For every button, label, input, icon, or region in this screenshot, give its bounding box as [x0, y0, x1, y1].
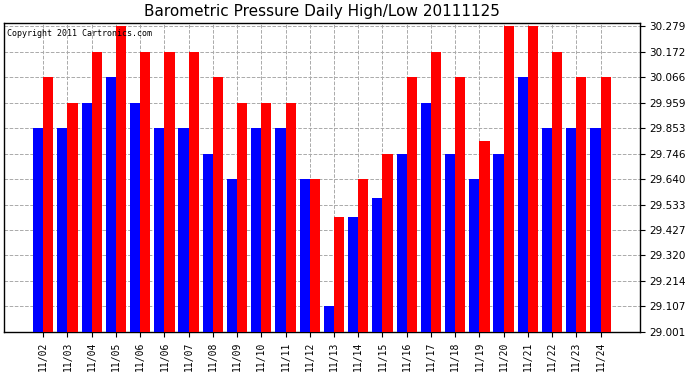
Bar [504, 26, 514, 332]
Bar [373, 198, 382, 332]
Bar [518, 77, 528, 332]
Bar [455, 77, 465, 332]
Bar [188, 52, 199, 332]
Bar [348, 217, 358, 332]
Bar [262, 103, 271, 332]
Bar [469, 179, 480, 332]
Bar [116, 26, 126, 332]
Bar [552, 52, 562, 332]
Title: Barometric Pressure Daily High/Low 20111125: Barometric Pressure Daily High/Low 20111… [144, 4, 500, 19]
Bar [237, 103, 247, 332]
Bar [213, 77, 223, 332]
Bar [421, 103, 431, 332]
Bar [227, 179, 237, 332]
Bar [480, 141, 490, 332]
Bar [164, 52, 175, 332]
Bar [542, 128, 552, 332]
Bar [324, 306, 334, 332]
Bar [382, 154, 393, 332]
Bar [81, 103, 92, 332]
Bar [334, 217, 344, 332]
Bar [299, 179, 310, 332]
Bar [431, 52, 441, 332]
Bar [68, 103, 78, 332]
Bar [92, 52, 102, 332]
Bar [445, 154, 455, 332]
Bar [154, 128, 164, 332]
Bar [406, 77, 417, 332]
Bar [493, 154, 504, 332]
Bar [566, 128, 576, 332]
Bar [57, 128, 68, 332]
Bar [600, 77, 611, 332]
Bar [33, 128, 43, 332]
Bar [358, 179, 368, 332]
Bar [528, 26, 538, 332]
Bar [576, 77, 586, 332]
Bar [130, 103, 140, 332]
Bar [310, 179, 320, 332]
Bar [591, 128, 600, 332]
Bar [106, 77, 116, 332]
Text: Copyright 2011 Cartronics.com: Copyright 2011 Cartronics.com [8, 29, 152, 38]
Bar [140, 52, 150, 332]
Bar [251, 128, 262, 332]
Bar [286, 103, 296, 332]
Bar [275, 128, 286, 332]
Bar [43, 77, 53, 332]
Bar [179, 128, 188, 332]
Bar [397, 154, 406, 332]
Bar [203, 154, 213, 332]
